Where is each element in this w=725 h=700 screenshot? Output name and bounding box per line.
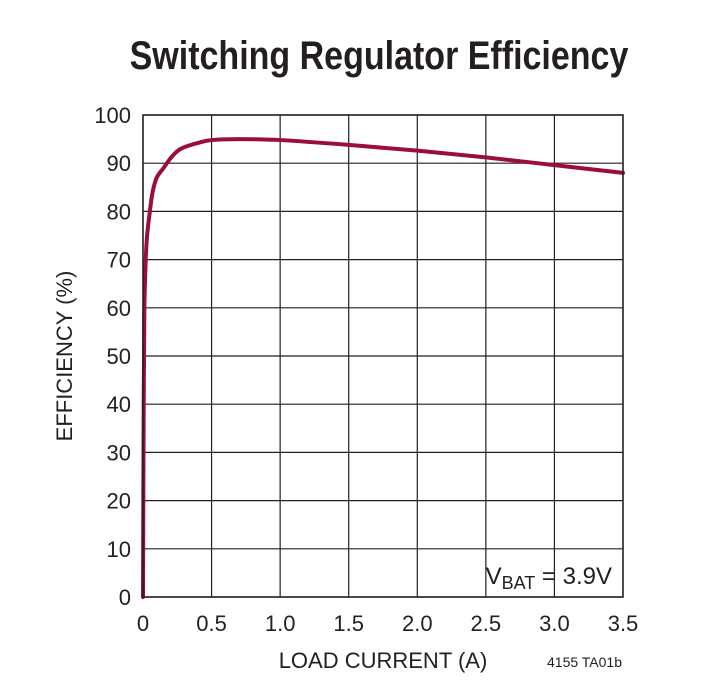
x-tick-label: 2.5: [471, 611, 502, 636]
figure-code: 4155 TA01b: [547, 654, 622, 670]
annotation-suffix: = 3.9V: [535, 563, 612, 590]
series-layer: [141, 137, 625, 599]
tick-labels: 0 10 20 30 40 50 60 70 80 90 100 0 0.5 1.0 1.5 2.0 2.5 3.…: [94, 103, 638, 636]
x-tick-label: 1.0: [265, 611, 296, 636]
y-tick-label: 10: [107, 537, 131, 562]
vbat-annotation: VBAT = 3.9V: [486, 563, 612, 593]
y-tick-label: 60: [107, 296, 131, 321]
grid: [142, 114, 624, 598]
annotation-subscript: BAT: [502, 573, 536, 593]
efficiency-line: [141, 137, 625, 599]
y-tick-label: 100: [94, 103, 131, 128]
annotation-prefix: V: [486, 563, 502, 590]
x-tick-label: 0: [137, 611, 149, 636]
x-tick-label: 2.0: [402, 611, 433, 636]
x-tick-label: 0.5: [196, 611, 227, 636]
chart-title: Switching Regulator Efficiency: [129, 34, 629, 78]
y-tick-label: 20: [107, 489, 131, 514]
x-tick-label: 1.5: [333, 611, 364, 636]
y-tick-label: 90: [107, 151, 131, 176]
x-axis-label: LOAD CURRENT (A): [279, 648, 488, 673]
y-tick-label: 80: [107, 199, 131, 224]
y-tick-label: 70: [107, 248, 131, 273]
x-tick-label: 3.5: [608, 611, 639, 636]
y-axis-label: EFFICIENCY (%): [52, 271, 77, 442]
plot-frame: [142, 114, 624, 598]
y-tick-label: 50: [107, 344, 131, 369]
x-tick-label: 3.0: [539, 611, 570, 636]
y-tick-label: 0: [119, 585, 131, 610]
y-tick-label: 40: [107, 392, 131, 417]
y-tick-label: 30: [107, 440, 131, 465]
